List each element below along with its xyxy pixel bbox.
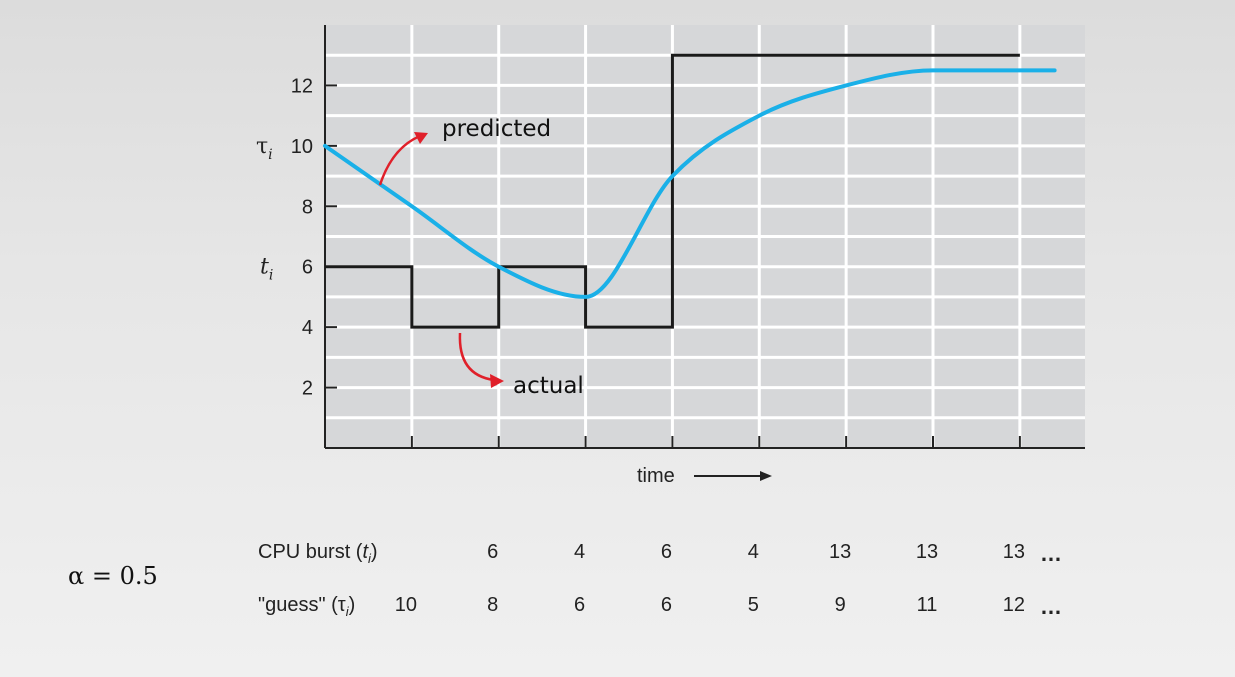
cpu-burst-value: 13	[915, 541, 939, 563]
ellipsis: …	[1040, 541, 1064, 566]
predicted-arrow	[378, 134, 421, 186]
series-actual-line	[325, 53, 1020, 329]
chart-svg: 2 4 6 8 10 12 τi ti time predicted actual	[256, 25, 1085, 487]
cpu-burst-value: 4	[574, 541, 586, 563]
cpu-burst-value: 13	[1002, 541, 1025, 563]
grid	[325, 25, 1085, 448]
ellipsis: …	[1040, 594, 1064, 619]
actual-arrow-head	[490, 374, 504, 388]
t-i-label: ti	[260, 255, 273, 284]
predicted-annotation: predicted	[442, 116, 551, 142]
cpu-burst-value: 6	[487, 541, 499, 563]
guess-value: 5	[747, 594, 759, 616]
annotations: predicted actual	[378, 116, 584, 399]
y-tick-label: 2	[302, 378, 313, 400]
guess-value: 8	[487, 594, 499, 616]
guess-value: 12	[1002, 594, 1025, 616]
cpu-burst-value: 6	[660, 541, 672, 563]
x-axis-label: time	[637, 465, 675, 487]
guess-value: 9	[834, 594, 846, 616]
guess-value: 6	[574, 594, 586, 616]
cpu-burst-label: CPU burst (ti)	[258, 541, 378, 566]
t-i-sub: i	[269, 268, 273, 284]
x-label-arrow-head	[760, 471, 772, 481]
series-predicted-curve	[323, 68, 1057, 299]
guess-value: 10	[394, 594, 417, 616]
actual-annotation: actual	[513, 373, 584, 399]
guess-label: "guess" (τi)	[258, 594, 356, 619]
guess-value: 11	[916, 594, 938, 616]
guess-value: 6	[660, 594, 672, 616]
y-tick-label: 12	[291, 75, 313, 97]
predicted-arrow-head	[414, 132, 428, 144]
cpu-burst-value: 13	[829, 541, 852, 563]
series-layer	[323, 53, 1057, 329]
actual-arrow	[458, 332, 495, 382]
y-tick-label: 8	[302, 196, 313, 218]
y-tick-label: 10	[291, 136, 313, 158]
tau-i-label: τi	[256, 134, 273, 163]
tau-i-sub: i	[268, 147, 272, 163]
cpu-burst-value: 4	[747, 541, 759, 563]
y-tick-label: 4	[302, 317, 313, 339]
y-tick-label: 6	[302, 257, 313, 279]
alpha-value: α = 0.5	[68, 562, 158, 590]
axes: 2 4 6 8 10 12 τi ti time	[256, 25, 1085, 487]
